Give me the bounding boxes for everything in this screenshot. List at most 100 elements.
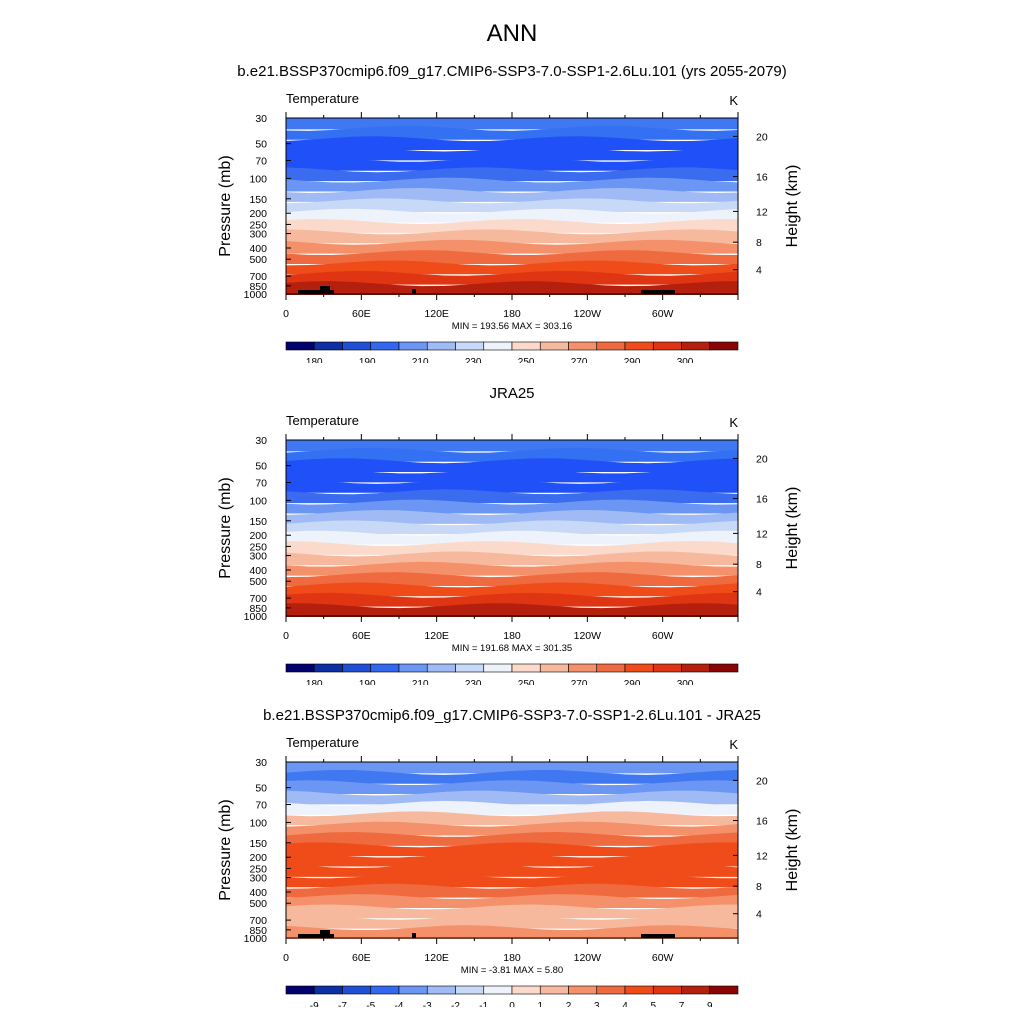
- y-tick-label: 100: [249, 817, 267, 829]
- contour-band: [286, 198, 738, 213]
- contour-fill: [286, 762, 738, 939]
- colorbar-swatch: [652, 985, 682, 995]
- colorbar-tick-label: -7: [338, 1001, 347, 1007]
- variable-label: Temperature: [286, 413, 359, 428]
- contour-band: [286, 821, 738, 836]
- colorbar-tick-label: 290: [624, 679, 641, 685]
- contour-band: [286, 208, 738, 223]
- contour-band: [286, 873, 738, 888]
- colorbar-tick-label: 180: [306, 679, 323, 685]
- colorbar-swatch: [483, 341, 513, 351]
- contour-band: [286, 468, 738, 483]
- colorbar-tick-label: -2: [451, 1001, 460, 1007]
- colorbar-swatch: [370, 341, 400, 351]
- y-tick-label: 150: [249, 194, 267, 206]
- colorbar-swatch: [709, 985, 739, 995]
- colorbar-tick-label: 1: [537, 1001, 543, 1007]
- colorbar-swatch: [652, 341, 682, 351]
- colorbar-swatch: [426, 985, 456, 995]
- contour-band: [286, 842, 738, 857]
- colorbar-swatch: [624, 985, 654, 995]
- contour-band: [286, 260, 738, 275]
- y2-tick-label: 4: [756, 265, 762, 277]
- y-tick-label: 200: [249, 530, 267, 542]
- y-tick-label: 200: [249, 852, 267, 864]
- contour-band: [286, 479, 738, 493]
- x-tick-label: 60E: [352, 630, 371, 642]
- colorbar-swatch: [455, 985, 485, 995]
- contour-band: [286, 447, 738, 462]
- y-axis-label: Pressure (mb): [217, 799, 234, 900]
- x-tick-label: 0: [283, 952, 289, 964]
- figure-title: ANN: [486, 20, 538, 47]
- x-tick-label: 120E: [424, 630, 449, 642]
- y2-tick-label: 16: [756, 172, 768, 184]
- y-tick-label: 300: [249, 873, 267, 885]
- y-tick-label: 500: [249, 576, 267, 588]
- colorbar-tick-label: -9: [310, 1001, 319, 1007]
- contour-band: [286, 118, 738, 130]
- colorbar-swatch: [398, 341, 428, 351]
- colorbar-swatch: [285, 985, 315, 995]
- contour-fill: [286, 440, 738, 617]
- x-tick-label: 120W: [574, 308, 602, 320]
- contour-band: [286, 489, 738, 504]
- variable-label: Temperature: [286, 91, 359, 106]
- colorbar-swatch: [596, 341, 626, 351]
- y2-tick-label: 4: [756, 909, 762, 921]
- y2-tick-label: 8: [756, 237, 762, 249]
- colorbar-swatch: [652, 663, 682, 673]
- colorbar-tick-label: 4: [622, 1001, 628, 1007]
- y-tick-label: 1000: [244, 933, 268, 945]
- y-tick-label: 30: [255, 757, 267, 769]
- contour-band: [286, 883, 738, 898]
- colorbar-tick-label: 210: [412, 679, 429, 685]
- topography-block: [326, 934, 334, 938]
- contour-band: [286, 541, 738, 555]
- x-tick-label: 120W: [574, 630, 602, 642]
- stats-label: MIN = 193.56 MAX = 303.16: [452, 321, 572, 332]
- y-tick-label: 850: [249, 603, 267, 615]
- y-tick-label: 70: [255, 800, 267, 812]
- panel-2-title: JRA25: [489, 385, 535, 402]
- y-tick-label: 30: [255, 113, 267, 125]
- y-tick-label: 300: [249, 551, 267, 563]
- topography-block: [326, 290, 334, 294]
- y-tick-label: 500: [249, 254, 267, 266]
- contour-band: [286, 769, 738, 784]
- y-tick-label: 50: [255, 139, 267, 151]
- colorbar-swatch: [624, 341, 654, 351]
- x-tick-label: 60W: [652, 630, 674, 642]
- colorbar-tick-label: -3: [423, 1001, 432, 1007]
- colorbar-tick-label: 300: [677, 357, 694, 363]
- y2-tick-label: 20: [756, 775, 768, 787]
- colorbar-tick-label: 290: [624, 357, 641, 363]
- contour-band: [286, 904, 738, 919]
- contour-band: [286, 914, 738, 929]
- colorbar-tick-label: 300: [677, 679, 694, 685]
- colorbar-tick-label: 7: [679, 1001, 685, 1007]
- topography: [298, 930, 675, 938]
- colorbar-swatch: [511, 985, 541, 995]
- variable-label: Temperature: [286, 735, 359, 750]
- contour-band: [286, 177, 738, 192]
- colorbar: [285, 985, 739, 995]
- contour-band: [286, 603, 738, 617]
- y2-axis-label: Height (km): [784, 809, 801, 892]
- x-tick-label: 120W: [574, 952, 602, 964]
- colorbar-tick-label: 250: [518, 357, 535, 363]
- y-tick-label: 30: [255, 435, 267, 447]
- colorbar-swatch: [285, 663, 315, 673]
- panel-2-chart: Temperature K3050701001502002503004005007…: [217, 413, 801, 685]
- contour-band: [286, 458, 738, 473]
- x-tick-label: 60E: [352, 952, 371, 964]
- y-tick-label: 70: [255, 478, 267, 490]
- topography-block: [412, 933, 416, 938]
- y2-tick-label: 20: [756, 131, 768, 143]
- colorbar-tick-label: -1: [479, 1001, 488, 1007]
- colorbar-swatch: [398, 985, 428, 995]
- colorbar-swatch: [483, 985, 513, 995]
- colorbar-swatch: [455, 663, 485, 673]
- y-tick-label: 70: [255, 156, 267, 168]
- y-tick-label: 250: [249, 219, 267, 231]
